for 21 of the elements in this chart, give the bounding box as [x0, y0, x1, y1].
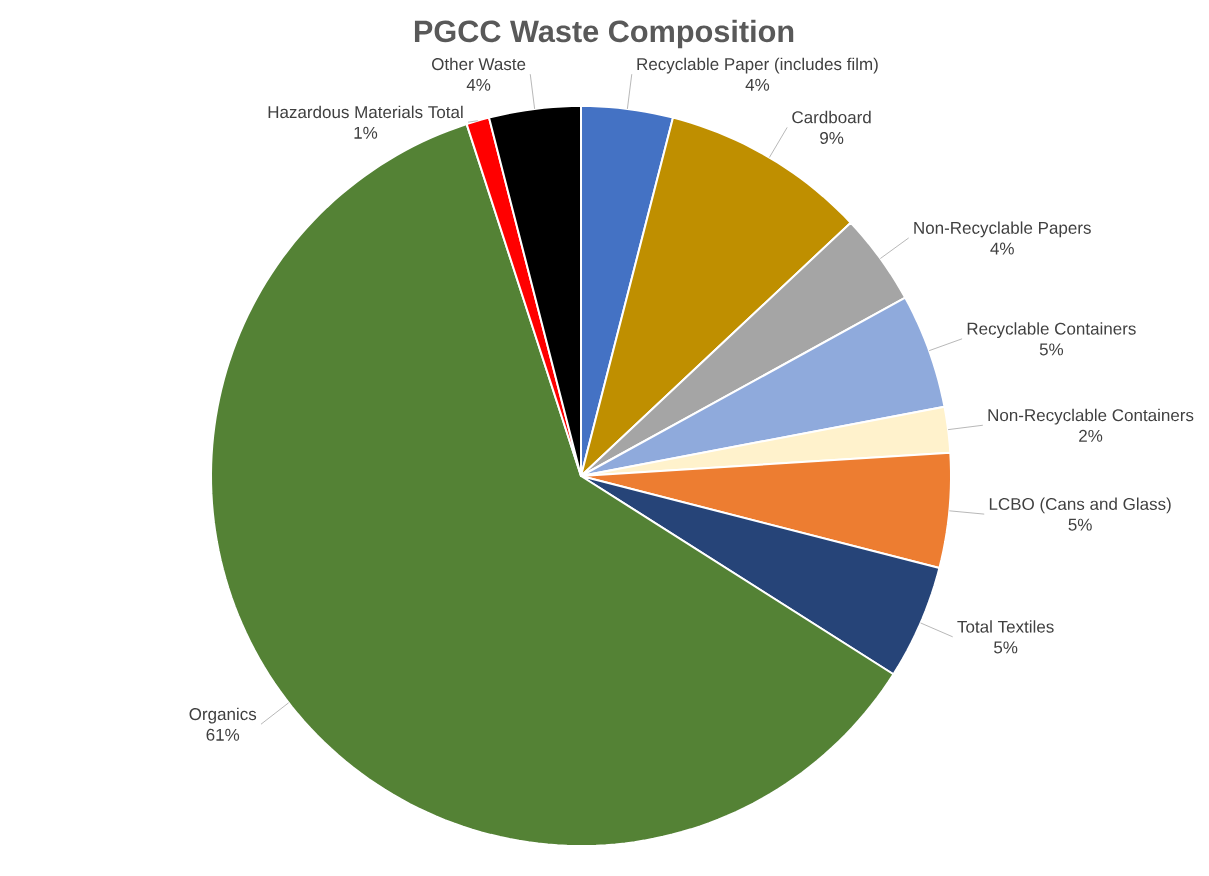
data-label: 5% [994, 641, 1018, 654]
data-label: 9% [820, 131, 844, 144]
data-label: 61% [206, 728, 240, 741]
slice-label: Cardboard [792, 110, 871, 124]
slice-label: Recyclable Paper (includes film) [637, 57, 878, 74]
data-label: 4% [466, 78, 491, 91]
slice-label: Other Waste [432, 57, 526, 71]
slice-label: Recyclable Containers [967, 322, 1136, 339]
slice-label: Non-Recyclable Papers [914, 221, 1091, 238]
data-label: 4% [745, 78, 770, 91]
data-label: 4% [990, 242, 1014, 255]
slice-label: Total Textiles [957, 620, 1054, 633]
data-label: 5% [1039, 343, 1064, 356]
data-label: 1% [354, 126, 378, 139]
slice-label: Non-Recyclable Containers [988, 408, 1194, 425]
slice-label: Hazardous Materials Total [268, 105, 463, 119]
data-label: 5% [1068, 518, 1092, 531]
chart-title: PGCC Waste Composition [414, 19, 794, 49]
slice-label: Organics [189, 707, 257, 724]
slice-label: LCBO (Cans and Glass) [989, 497, 1171, 514]
data-label: 2% [1079, 429, 1103, 442]
